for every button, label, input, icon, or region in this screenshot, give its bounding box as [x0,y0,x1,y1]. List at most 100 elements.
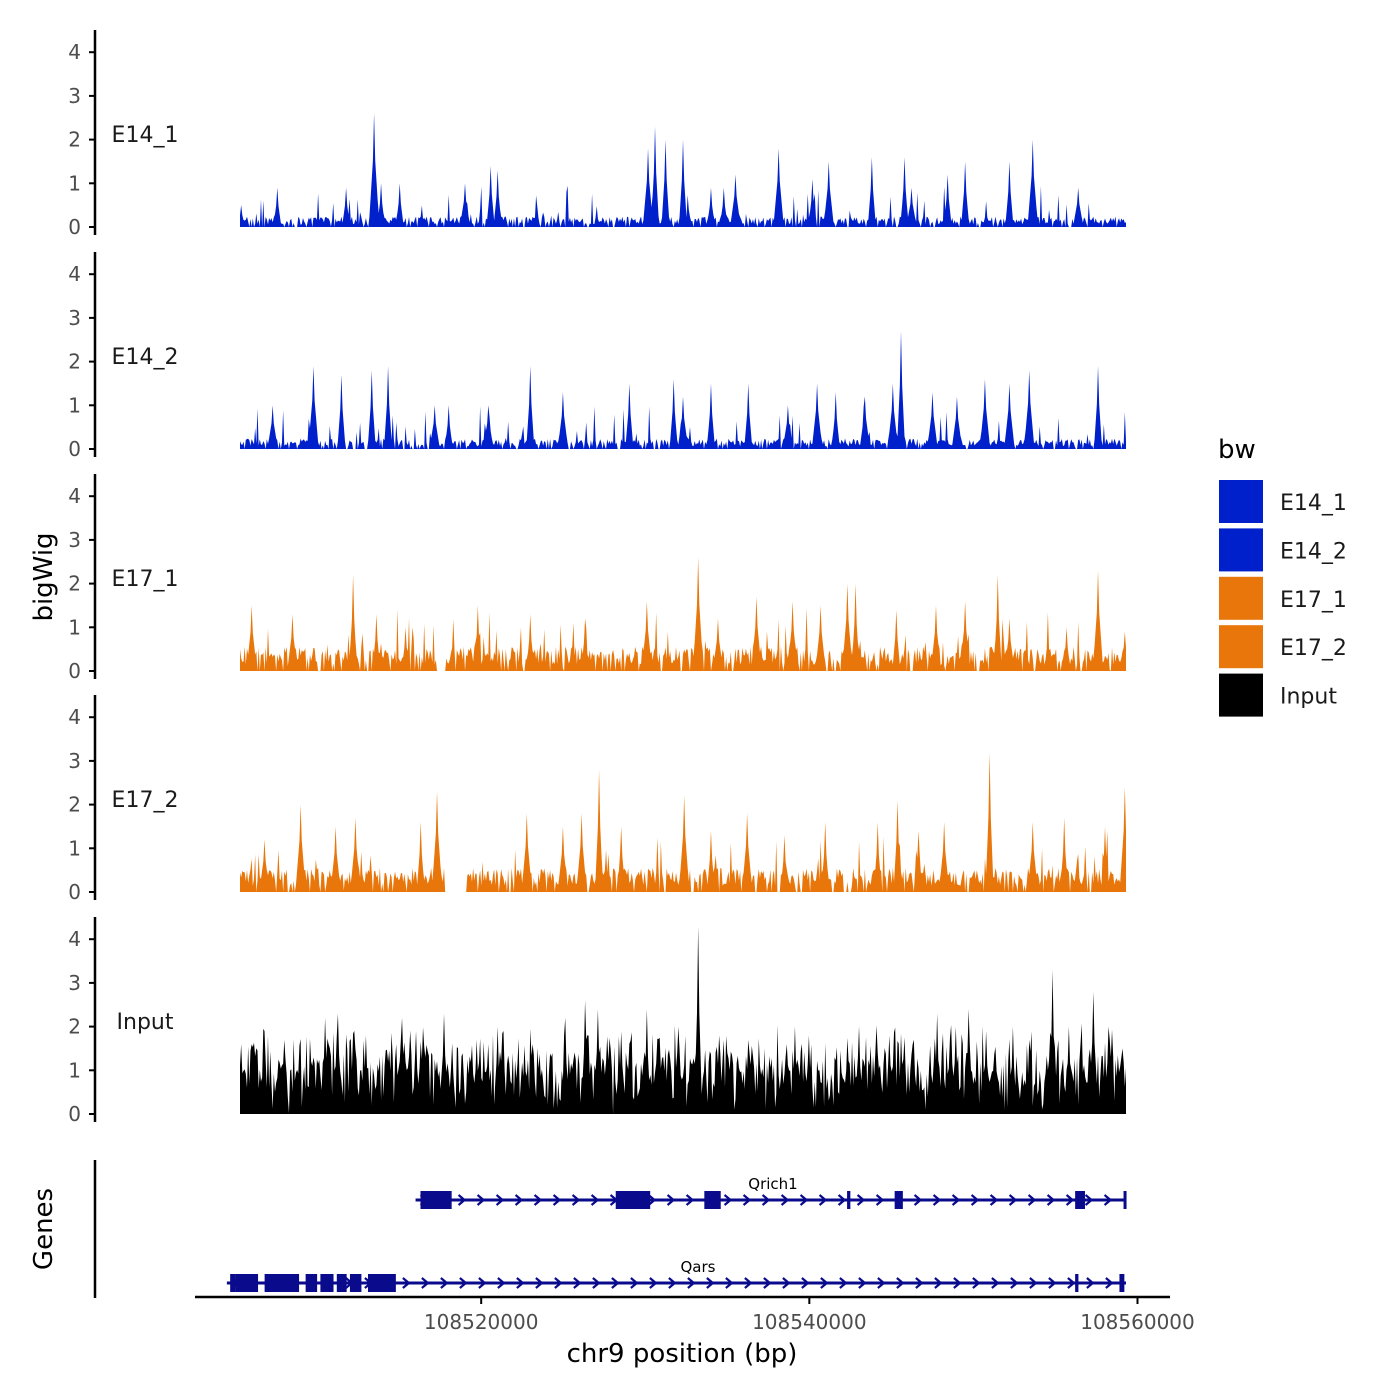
strand-arrow [1010,1277,1019,1289]
exon [894,1191,903,1209]
exon [305,1274,318,1292]
gene-Qrich1: Qrich1 [415,1175,1127,1209]
x-axis-title: chr9 position (bp) [567,1339,798,1369]
strand-arrow [516,1277,525,1289]
y-tick-label: 2 [68,572,81,596]
exon [847,1191,851,1209]
x-tick-label: 108520000 [424,1310,539,1334]
exon [235,1274,259,1292]
strand-arrow [1029,1277,1038,1289]
exon [349,1274,362,1292]
strand-arrow [630,1277,639,1289]
exon [1123,1191,1127,1209]
x-tick-label: 108540000 [752,1310,867,1334]
strand-arrow [761,1194,771,1206]
y-tick-label: 1 [68,836,81,860]
y-tick-label: 1 [68,171,81,195]
legend-label: E14_2 [1280,539,1347,564]
strand-arrow [839,1277,848,1289]
legend-swatch [1219,673,1263,717]
coverage-area [240,331,1126,449]
y-tick-label: 4 [68,484,81,508]
strand-arrow [687,1277,696,1289]
gene-label: Qrich1 [748,1175,797,1193]
y-tick-label: 4 [68,927,81,951]
track-E14_1: 0 1 2 3 4 E14_1 [68,30,1126,239]
y-tick-label: 0 [68,215,81,239]
strand-arrow [571,1194,581,1206]
strand-arrow [421,1277,430,1289]
strand-arrow [875,1194,885,1206]
strand-arrow [896,1277,905,1289]
x-axis: 108520000 108540000 108560000 [195,1295,1195,1334]
strand-arrow [877,1277,886,1289]
strand-arrow [989,1194,999,1206]
strand-arrow [573,1277,582,1289]
strand-arrow [592,1277,601,1289]
x-tick-label: 108560000 [1080,1310,1195,1334]
coverage-area [240,557,1126,671]
y-tick-label: 2 [68,350,81,374]
strand-arrow [440,1277,449,1289]
strand-arrow [856,1194,866,1206]
strand-arrow [535,1277,544,1289]
strand-arrow [402,1277,411,1289]
strand-arrow [763,1277,772,1289]
legend-title: bw [1218,435,1256,465]
strand-arrow [478,1277,487,1289]
y-axis-title: bigWig [29,532,59,621]
y-tick-label: 4 [68,705,81,729]
strand-arrow [1008,1194,1018,1206]
y-tick-label: 2 [68,128,81,152]
exon [264,1274,300,1292]
strand-arrow [1065,1194,1075,1206]
strand-arrow [970,1194,980,1206]
y-tick-label: 1 [68,393,81,417]
track-label: E14_2 [112,345,179,370]
y-tick-label: 2 [68,793,81,817]
strand-arrow [476,1194,486,1206]
genes-axis-title: Genes [29,1188,59,1270]
strand-arrow [744,1277,753,1289]
y-tick-label: 0 [68,437,81,461]
exon [1075,1191,1085,1209]
y-tick-label: 0 [68,659,81,683]
strand-arrow [666,1194,676,1206]
legend-swatch [1219,576,1263,620]
gene-label: Qars [681,1258,716,1276]
strand-arrow [554,1277,563,1289]
exon [420,1191,452,1209]
y-tick-label: 0 [68,880,81,904]
strand-arrow [742,1194,752,1206]
strand-arrow [934,1277,943,1289]
y-tick-label: 3 [68,84,81,108]
strand-arrow [706,1277,715,1289]
track-label: E14_1 [112,123,179,148]
y-tick-label: 4 [68,40,81,64]
legend-label: E17_2 [1280,636,1347,661]
y-tick-label: 2 [68,1015,81,1039]
exon [615,1191,651,1209]
strand-arrow [801,1277,810,1289]
coverage-area [240,113,1126,227]
coverage-area [240,752,1126,892]
y-tick-label: 1 [68,1058,81,1082]
gene-Qars: Qars [226,1258,1126,1292]
legend-label: E14_1 [1280,491,1347,516]
strand-arrow [611,1277,620,1289]
strand-arrow [685,1194,695,1206]
strand-arrow [725,1277,734,1289]
strand-arrow [1046,1194,1056,1206]
strand-arrow [1086,1277,1095,1289]
strand-arrow [723,1194,733,1206]
legend-swatch [1219,625,1263,669]
strand-arrow [514,1194,524,1206]
strand-arrow [649,1277,658,1289]
strand-arrow [495,1194,505,1206]
strand-arrow [915,1277,924,1289]
strand-arrow [1084,1194,1094,1206]
track-label: E17_2 [112,788,179,813]
strand-arrow [782,1277,791,1289]
legend-label: E17_1 [1280,588,1347,613]
